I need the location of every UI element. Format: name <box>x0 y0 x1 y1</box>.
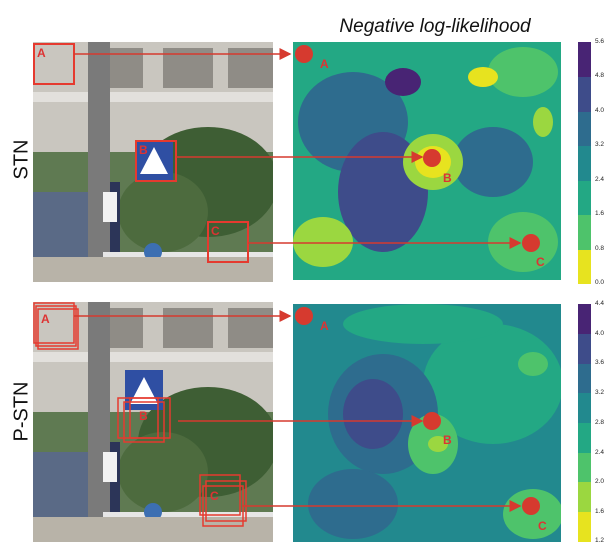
street-photo-stn <box>33 42 273 282</box>
tick-label: 4.0 <box>595 107 605 114</box>
tick-label: 1.6 <box>595 508 605 515</box>
tick-label: 4.8 <box>595 72 605 79</box>
box-label-c: C <box>210 489 219 503</box>
crop-box-a <box>37 308 79 350</box>
tick-label: 2.0 <box>595 478 605 485</box>
crop-box-a <box>33 302 75 344</box>
crop-box-b <box>135 140 177 182</box>
tick-label: 3.2 <box>595 389 605 396</box>
colorbar-pstn <box>578 304 591 542</box>
tick-label: 4.0 <box>595 330 605 337</box>
box-label-a: A <box>37 46 46 60</box>
tick-label: 1.6 <box>595 210 605 217</box>
tick-label: 1.2 <box>595 537 605 544</box>
tick-label: 0.8 <box>595 245 605 252</box>
crop-box-a <box>33 43 75 85</box>
point-b <box>423 149 441 167</box>
tick-label: 0.0 <box>595 279 605 286</box>
point-label-b: B <box>443 171 452 185</box>
point-label-a: A <box>320 57 329 71</box>
crop-box-b <box>129 397 171 439</box>
crop-box-c <box>199 474 241 516</box>
point-label-c: C <box>538 519 547 533</box>
crop-box-c <box>202 485 244 527</box>
tick-label: 5.6 <box>595 38 605 45</box>
tick-label: 2.4 <box>595 176 605 183</box>
box-label-c: C <box>211 224 220 238</box>
point-a <box>295 45 313 63</box>
colorbar-stn <box>578 42 591 284</box>
box-label-a: A <box>41 312 50 326</box>
tick-label: 2.4 <box>595 449 605 456</box>
crop-box-c <box>205 480 247 522</box>
point-a <box>295 307 313 325</box>
point-b <box>423 412 441 430</box>
crop-box-c <box>207 221 249 263</box>
point-c <box>522 497 540 515</box>
figure-title: Negative log-likelihood <box>339 16 531 37</box>
crop-box-a <box>35 305 77 347</box>
point-label-b: B <box>443 433 452 447</box>
crop-box-b <box>123 401 165 443</box>
point-label-a: A <box>320 319 329 333</box>
point-label-c: C <box>536 255 545 269</box>
box-label-b: B <box>139 409 148 423</box>
point-c <box>522 234 540 252</box>
tick-label: 3.2 <box>595 141 605 148</box>
tick-label: 2.8 <box>595 419 605 426</box>
tick-label: 3.6 <box>595 359 605 366</box>
tick-label: 4.4 <box>595 300 605 307</box>
box-label-b: B <box>139 143 148 157</box>
street-photo-pstn <box>33 302 273 542</box>
